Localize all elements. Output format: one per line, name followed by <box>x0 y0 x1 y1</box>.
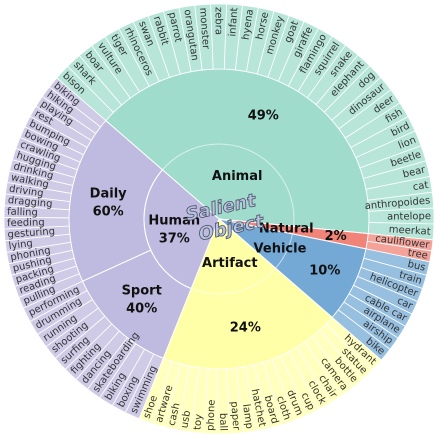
leaf-label: meerkat <box>388 224 430 238</box>
leaf-label: lamp <box>240 403 254 429</box>
leaf-label: infant <box>227 7 240 37</box>
leaf-label: phone <box>205 399 217 431</box>
ring-guide <box>143 143 295 295</box>
leaf-label: hyena <box>241 9 256 41</box>
leaf-label: tree <box>407 247 429 261</box>
leaf-label: feeding <box>7 217 45 229</box>
category-value: 24% <box>230 320 261 335</box>
subcategory-name: Sport <box>122 284 162 299</box>
leaf-label: zebra <box>213 7 224 35</box>
leaf-label: falling <box>7 207 38 219</box>
leaf-label: lying <box>8 238 33 252</box>
leaf-label: paper <box>228 401 241 432</box>
category-name: Artifact <box>202 256 258 271</box>
leaf-label: gesturing <box>7 226 55 240</box>
subcategory-name: Daily <box>90 186 127 201</box>
category-value: 37% <box>159 231 190 246</box>
leaf-label: ball <box>217 413 228 431</box>
leaf-label: dragging <box>7 195 53 210</box>
subcategory-value: 60% <box>93 204 124 219</box>
category-value: 49% <box>248 109 279 124</box>
leaf-label: cash <box>167 402 183 427</box>
category-name: Vehicle <box>254 242 307 257</box>
leaf-segment <box>48 77 107 128</box>
category-name: Natural <box>259 222 314 237</box>
wedges <box>3 3 435 435</box>
leaf-label: cat <box>412 180 429 193</box>
leaf-label: usb <box>179 410 193 429</box>
leaf-label: monster <box>197 7 211 50</box>
category-value: 2% <box>325 229 347 244</box>
subcategory-value: 40% <box>126 302 157 317</box>
leaf-label: toy <box>192 413 205 430</box>
category-name: Human <box>148 213 200 228</box>
leaf-label: bear <box>402 164 428 180</box>
category-value: 10% <box>309 264 340 279</box>
leaf-label: antelope <box>387 211 431 223</box>
leaf-label: bus <box>406 259 426 274</box>
category-name: Animal <box>212 169 263 184</box>
leaf-label: driving <box>8 184 44 200</box>
